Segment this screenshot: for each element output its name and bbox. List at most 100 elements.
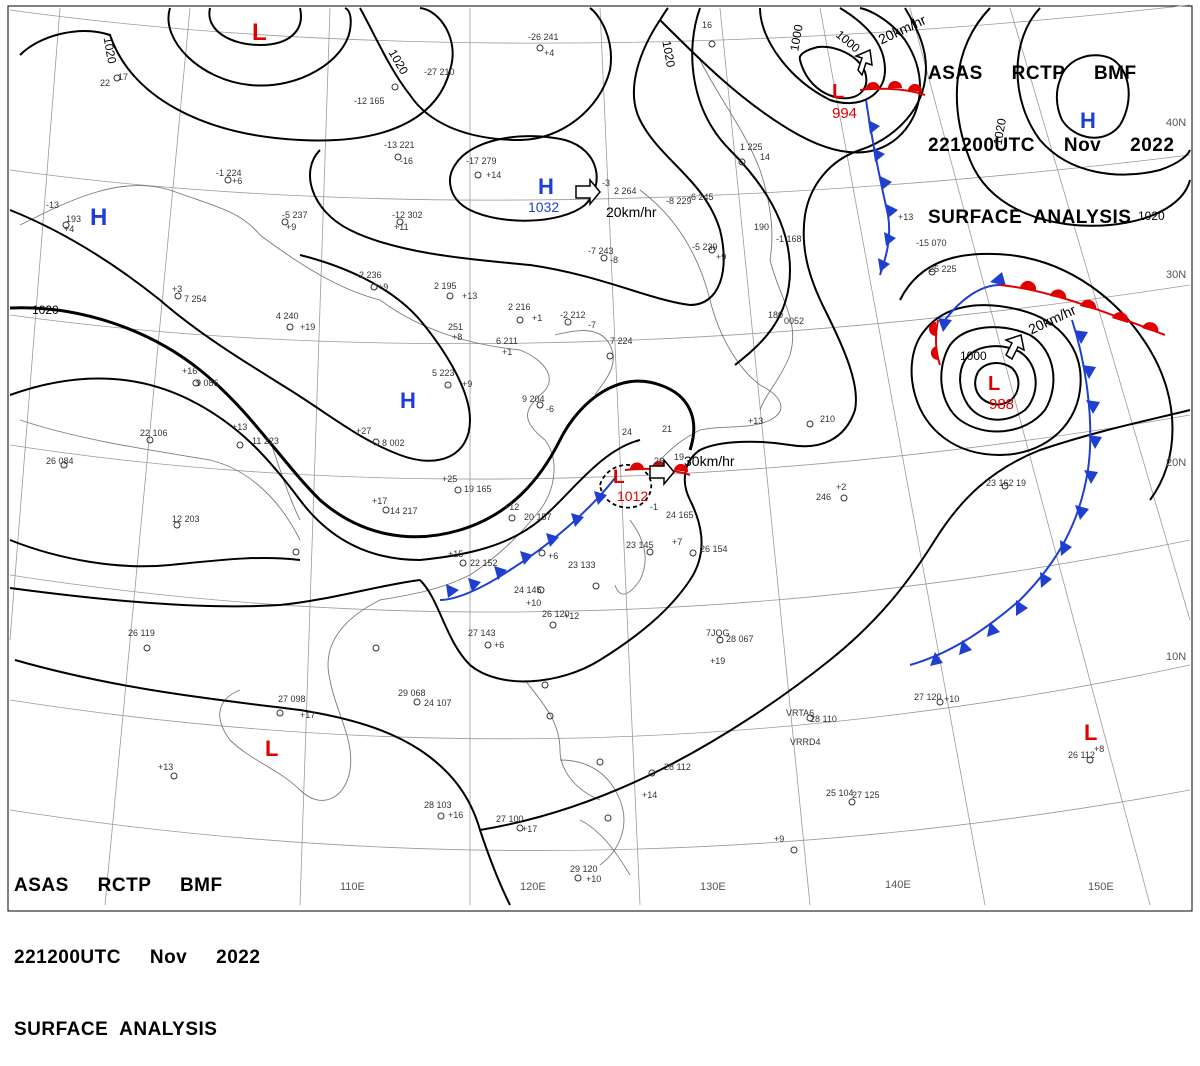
station-value: 28 067 bbox=[726, 634, 754, 644]
station-value: -12 302 bbox=[392, 210, 423, 220]
warm-front bbox=[859, 87, 926, 96]
title-line-2: 221200UTC Nov 2022 bbox=[928, 135, 1175, 156]
station-value: 9 086 bbox=[196, 378, 219, 388]
station-symbols bbox=[60, 40, 1094, 882]
title-line-1: ASAS RCTP BMF bbox=[928, 63, 1137, 84]
isobar bbox=[759, 7, 887, 105]
isobar bbox=[14, 659, 511, 906]
isobar-label: 1020 bbox=[101, 36, 119, 65]
high-center-label: H bbox=[90, 204, 107, 231]
station-value: +8 bbox=[1094, 744, 1104, 754]
station-value: 21 bbox=[662, 424, 672, 434]
title-line-2: 221200UTC Nov 2022 bbox=[14, 947, 261, 968]
station-value: +17 bbox=[522, 824, 537, 834]
isobar bbox=[9, 209, 472, 462]
station-value: -1 bbox=[650, 502, 658, 512]
station-value: +12 bbox=[564, 611, 579, 621]
isobar bbox=[208, 7, 302, 47]
station-value: 14 bbox=[760, 152, 770, 162]
isobar bbox=[798, 45, 868, 100]
map-frame bbox=[7, 5, 1193, 912]
isobar bbox=[9, 377, 641, 562]
station-value: +16 bbox=[182, 366, 197, 376]
station-value: 22 152 bbox=[470, 558, 498, 568]
isobar bbox=[955, 7, 1191, 227]
station-value: 19 bbox=[1016, 478, 1026, 488]
station-value: -5 239 bbox=[692, 242, 718, 252]
station-value: 251 bbox=[448, 322, 463, 332]
graticule-labels: 40N 30N 20N 10N 110E 120E 130E 140E 150E bbox=[340, 117, 1186, 893]
station-value: -17 279 bbox=[466, 156, 497, 166]
station-value: 27 098 bbox=[278, 694, 306, 704]
station-value: -8 229 bbox=[666, 196, 692, 206]
station-value: -26 241 bbox=[528, 32, 559, 42]
cold-front bbox=[944, 284, 1001, 321]
station-value: -6 bbox=[546, 404, 554, 414]
station-value: +13 bbox=[158, 762, 173, 772]
station-value: +17 bbox=[372, 496, 387, 506]
movement-speed: 20km/hr bbox=[606, 204, 657, 220]
longitude-label: 110E bbox=[340, 881, 365, 893]
isobar bbox=[959, 345, 1037, 421]
station-value: 9 204 bbox=[522, 394, 545, 404]
station-value: +19 bbox=[710, 656, 725, 666]
station-value: 23 162 bbox=[986, 478, 1014, 488]
station-value: +9 bbox=[286, 222, 296, 232]
isobar-label: 1000 bbox=[960, 349, 987, 363]
isobar-label: 1000 bbox=[787, 23, 805, 52]
station-value: +10 bbox=[586, 874, 601, 884]
station-value: +9 bbox=[774, 834, 784, 844]
pressure-centers: L H H 1032 H L 994 H L 988 L 1012 L L bbox=[90, 19, 1097, 761]
station-value: 28 103 bbox=[424, 800, 452, 810]
station-value: +6 bbox=[494, 640, 504, 650]
station-value: 24 145 bbox=[514, 585, 542, 595]
isobars bbox=[9, 7, 1191, 906]
station-value: 19 bbox=[674, 452, 684, 462]
isobar-label: 1020 bbox=[1138, 209, 1165, 223]
title-line-3: SURFACE ANALYSIS bbox=[928, 207, 1132, 228]
station-value: 24 bbox=[622, 427, 632, 437]
station-value: +13 bbox=[748, 416, 763, 426]
isobar bbox=[691, 7, 792, 366]
station-value: VRTA6 bbox=[786, 708, 814, 718]
isobar bbox=[1055, 54, 1130, 139]
warm-fronts bbox=[624, 81, 1166, 476]
movement-arrows bbox=[575, 48, 1026, 487]
station-value: 16 bbox=[702, 20, 712, 30]
station-value: 246 bbox=[816, 492, 831, 502]
title-line-1: ASAS RCTP BMF bbox=[14, 875, 223, 896]
station-value: 2 195 bbox=[434, 281, 457, 291]
station-value: 22 106 bbox=[140, 428, 168, 438]
station-value: 4 240 bbox=[276, 311, 299, 321]
high-center-label: H bbox=[400, 388, 416, 413]
low-center-value: 988 bbox=[989, 396, 1014, 413]
high-center-value: 1032 bbox=[528, 199, 559, 215]
station-value: +14 bbox=[642, 790, 657, 800]
station-value: -1 224 bbox=[216, 168, 242, 178]
station-value: -1 168 bbox=[776, 234, 802, 244]
isobar bbox=[683, 214, 857, 501]
low-center-label: L bbox=[988, 373, 1000, 395]
station-value: 26 bbox=[654, 456, 664, 466]
longitude-label: 120E bbox=[520, 881, 546, 893]
latitude-label: 10N bbox=[1166, 651, 1186, 663]
longitude-lines bbox=[9, 7, 1191, 906]
longitude-label: 130E bbox=[700, 881, 726, 893]
station-value: -2 212 bbox=[560, 310, 586, 320]
isobar-bold bbox=[9, 306, 696, 539]
station-value: 17 bbox=[118, 72, 128, 82]
longitude-label: 140E bbox=[885, 879, 911, 891]
isobar-label: 1020 bbox=[32, 303, 59, 317]
isobar bbox=[309, 7, 725, 307]
map-title-bottom-left: ASAS RCTP BMF 221200UTC Nov 2022 SURFACE… bbox=[14, 826, 260, 1066]
station-value: 26 154 bbox=[700, 544, 728, 554]
station-value: 190 bbox=[754, 222, 769, 232]
station-value: +15 bbox=[448, 549, 463, 559]
station-value: 23 145 bbox=[626, 540, 654, 550]
station-value: +4 bbox=[544, 48, 554, 58]
station-value: 20 157 bbox=[524, 512, 552, 522]
station-value: -7 243 bbox=[588, 246, 614, 256]
high-center-label: H bbox=[538, 174, 554, 199]
station-value: -8 bbox=[610, 255, 618, 265]
station-value: +13 bbox=[232, 422, 247, 432]
